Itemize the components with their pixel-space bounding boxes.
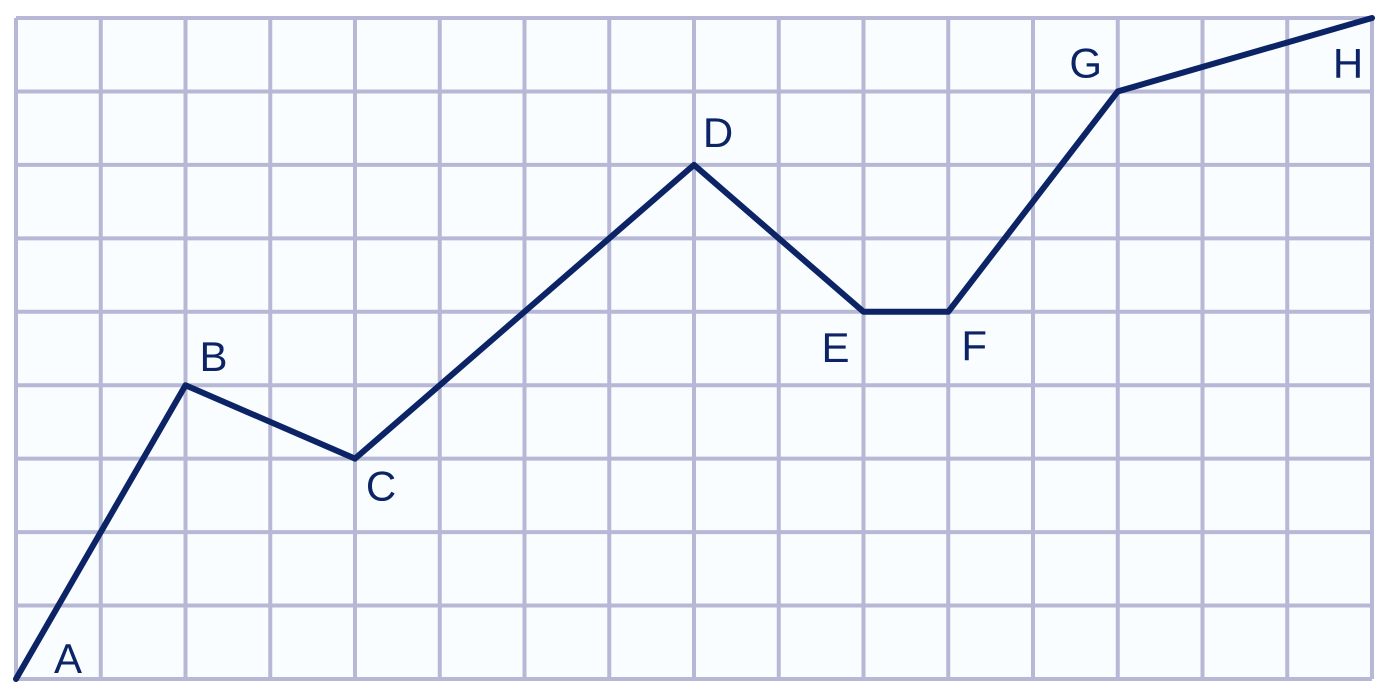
- point-label-a: A: [54, 635, 82, 682]
- point-label-h: H: [1333, 40, 1363, 87]
- point-label-g: G: [1069, 39, 1102, 86]
- point-label-e: E: [821, 324, 849, 371]
- grid: [14, 16, 1374, 681]
- point-label-d: D: [703, 109, 733, 156]
- point-label-c: C: [366, 463, 396, 510]
- point-label-f: F: [961, 322, 987, 369]
- point-labels: A B C D E F G H: [54, 39, 1363, 682]
- path-line: [13, 15, 1375, 682]
- point-label-b: B: [199, 333, 227, 380]
